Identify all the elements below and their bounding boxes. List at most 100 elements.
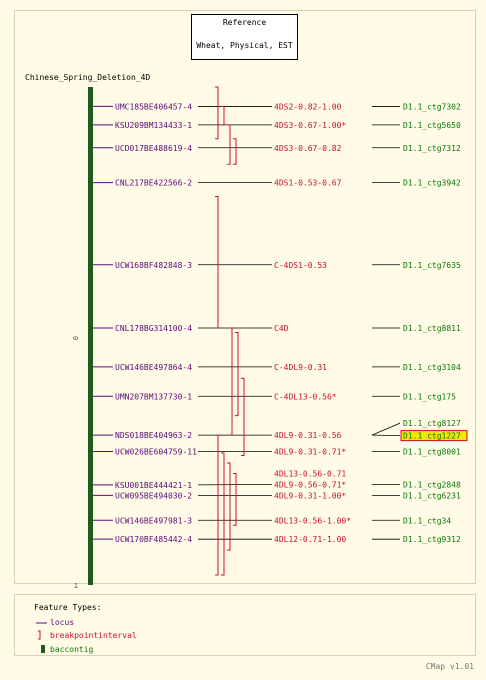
contig-d1-1_ctg3104[interactable]: D1.1_ctg3104	[372, 363, 461, 372]
breakpoint-label[interactable]: 4DL9-0.31-0.71*	[274, 448, 346, 457]
breakpoint-interval-bracket[interactable]	[241, 377, 245, 457]
breakpoint-interval-bracket[interactable]	[215, 434, 219, 576]
locus-ucw168bf482848-3[interactable]: UCW168BF482848-3	[93, 261, 192, 270]
cmap-version: CMap v1.01	[425, 662, 474, 671]
contig-d1-1_ctg8811[interactable]: D1.1_ctg8811	[372, 324, 461, 333]
locus-umc185be406457-4[interactable]: UMC185BE406457-4	[93, 102, 192, 111]
contig-label[interactable]: D1.1_ctg7302	[403, 102, 461, 111]
legend-item-baccontig[interactable]: baccontig	[50, 645, 94, 654]
breakpoint-label[interactable]: C-4DL9-0.31	[274, 363, 327, 372]
contig-d1-1_ctg1227[interactable]: D1.1_ctg1227	[371, 430, 468, 442]
contig-d1-1_ctg7312[interactable]: D1.1_ctg7312	[372, 144, 461, 153]
locus-label[interactable]: CNL217BE422566-2	[115, 179, 192, 188]
locus-ksu209bm134433-1[interactable]: KSU209BM134433-1	[93, 121, 192, 130]
contig-label[interactable]: D1.1_ctg6231	[403, 491, 461, 500]
contig-d1-1_ctg3942[interactable]: D1.1_ctg3942	[372, 179, 461, 188]
ruler-bottom-label: 1	[74, 582, 78, 590]
contig-label[interactable]: D1.1_ctg8001	[403, 448, 461, 457]
contig-label[interactable]: D1.1_ctg5650	[403, 121, 461, 130]
legend-item-locus[interactable]: locus	[50, 618, 75, 627]
contig-label[interactable]: D1.1_ctg7312	[403, 144, 461, 153]
breakpoint-interval-bracket[interactable]	[215, 86, 219, 140]
contig-label[interactable]: D1.1_ctg8127	[403, 419, 461, 428]
locus-label[interactable]: UCW170BF485442-4	[115, 535, 192, 544]
contig-d1-1_ctg6231[interactable]: D1.1_ctg6231	[372, 491, 461, 500]
locus-ucw146be497864-4[interactable]: UCW146BE497864-4	[93, 363, 192, 372]
breakpoint-label[interactable]: 4DS2-0.82-1.00	[274, 102, 342, 111]
contig-label[interactable]: D1.1_ctg8811	[403, 324, 461, 333]
locus-cnl217be422566-2[interactable]: CNL217BE422566-2	[93, 179, 192, 188]
chromosome-bar[interactable]	[88, 87, 93, 585]
breakpoint-label[interactable]: 4DS3-0.67-0.82	[274, 144, 342, 153]
locus-label[interactable]: UMN207BM137730-1	[115, 392, 192, 401]
breakpoint-label[interactable]: C-4DL13-0.56*	[274, 392, 337, 401]
locus-label[interactable]: UCD017BE488619-4	[115, 144, 192, 153]
contig-d1-1_ctg2848[interactable]: D1.1_ctg2848	[372, 480, 461, 489]
locus-label[interactable]: UCW026BE604759-11	[115, 448, 197, 457]
reference-subtitle: Wheat, Physical, EST	[196, 41, 293, 50]
contig-d1-1_ctg9312[interactable]: D1.1_ctg9312	[372, 535, 461, 544]
legend-title: Feature Types:	[34, 603, 102, 612]
locus-label[interactable]: NDS018BE404963-2	[115, 431, 192, 440]
locus-ucw146be497981-3[interactable]: UCW146BE497981-3	[93, 516, 192, 525]
locus-ucd017be488619-4[interactable]: UCD017BE488619-4	[93, 144, 192, 153]
breakpoint-interval-bracket[interactable]	[227, 462, 231, 551]
locus-nds018be404963-2[interactable]: NDS018BE404963-2	[93, 431, 192, 440]
locus-cnl178bg314100-4[interactable]: CNL178BG314100-4	[93, 324, 192, 333]
breakpoint-label[interactable]: C-4DS1-0.53	[274, 261, 327, 270]
contig-d1-1_ctg34[interactable]: D1.1_ctg34	[372, 516, 451, 525]
breakpoint-label[interactable]: 4DS1-0.53-0.67	[274, 179, 342, 188]
breakpoint-label[interactable]: 4DL13-0.56-0.71	[274, 469, 346, 478]
breakpoint-label[interactable]: C4D	[274, 324, 289, 333]
locus-label[interactable]: UCW146BE497981-3	[115, 516, 192, 525]
breakpoint-interval-bracket[interactable]	[233, 472, 237, 526]
breakpoint-label[interactable]: 4DS3-0.67-1.00*	[274, 121, 346, 130]
breakpoint-label[interactable]: 4DL12-0.71-1.00	[274, 535, 346, 544]
contig-d1-1_ctg7302[interactable]: D1.1_ctg7302	[372, 102, 461, 111]
contig-d1-1_ctg5650[interactable]: D1.1_ctg5650	[372, 121, 461, 130]
breakpoint-interval-bracket[interactable]	[221, 105, 225, 126]
reference-box[interactable]: Reference Wheat, Physical, EST	[191, 14, 298, 60]
contig-label[interactable]: D1.1_ctg7635	[403, 261, 461, 270]
locus-ucw170bf485442-4[interactable]: UCW170BF485442-4	[93, 535, 192, 544]
contig-label[interactable]: D1.1_ctg34	[403, 516, 451, 525]
locus-ucw095be494030-2[interactable]: UCW095BE494030-2	[93, 491, 192, 500]
legend-breakpoint-swatch	[38, 630, 41, 640]
breakpoint-label[interactable]: 4DL9-0.31-0.56	[274, 431, 342, 440]
locus-label[interactable]: KSU001BE444421-1	[115, 481, 192, 490]
breakpoint-label[interactable]: 4DL13-0.56-1.00*	[274, 516, 351, 525]
locus-label[interactable]: UCW168BF482848-3	[115, 261, 192, 270]
contig-d1-1_ctg8127[interactable]: D1.1_ctg8127	[371, 419, 461, 436]
map-title[interactable]: Chinese_Spring_Deletion_4D	[25, 73, 150, 82]
contig-highlight	[400, 430, 468, 442]
breakpoint-interval-bracket[interactable]	[227, 124, 231, 165]
locus-label[interactable]: CNL178BG314100-4	[115, 324, 192, 333]
contig-label[interactable]: D1.1_ctg175	[403, 392, 456, 401]
contig-label[interactable]: D1.1_ctg1227	[403, 432, 461, 441]
breakpoint-interval-bracket[interactable]	[215, 196, 219, 329]
locus-label[interactable]: UCW095BE494030-2	[115, 491, 192, 500]
locus-ksu001be444421-1[interactable]: KSU001BE444421-1	[93, 481, 192, 490]
locus-label[interactable]: KSU209BM134433-1	[115, 121, 192, 130]
contig-label[interactable]: D1.1_ctg3942	[403, 179, 461, 188]
contig-d1-1_ctg8001[interactable]: D1.1_ctg8001	[372, 448, 461, 457]
breakpoint-interval-bracket[interactable]	[229, 327, 233, 436]
legend-item-breakpointinterval[interactable]: breakpointinterval	[50, 631, 137, 640]
contig-label[interactable]: D1.1_ctg2848	[403, 480, 461, 489]
contig-label[interactable]: D1.1_ctg9312	[403, 535, 461, 544]
locus-ucw026be604759-11[interactable]: UCW026BE604759-11	[93, 448, 197, 457]
breakpoint-interval-bracket[interactable]	[235, 332, 239, 417]
locus-umn207bm137730-1[interactable]: UMN207BM137730-1	[93, 392, 192, 401]
breakpoint-interval-bracket[interactable]	[221, 452, 225, 576]
breakpoint-label[interactable]: 4DL9-0.56-0.71*	[274, 480, 346, 489]
breakpoint-interval-bracket[interactable]	[233, 138, 237, 165]
contig-d1-1_ctg7635[interactable]: D1.1_ctg7635	[372, 261, 461, 270]
breakpoint-label[interactable]: 4DL9-0.31-1.00*	[274, 491, 346, 500]
map-frame	[14, 10, 476, 584]
locus-label[interactable]: UCW146BE497864-4	[115, 363, 192, 372]
locus-label[interactable]: UMC185BE406457-4	[115, 102, 192, 111]
contig-d1-1_ctg175[interactable]: D1.1_ctg175	[372, 392, 456, 401]
contig-label[interactable]: D1.1_ctg3104	[403, 363, 461, 372]
